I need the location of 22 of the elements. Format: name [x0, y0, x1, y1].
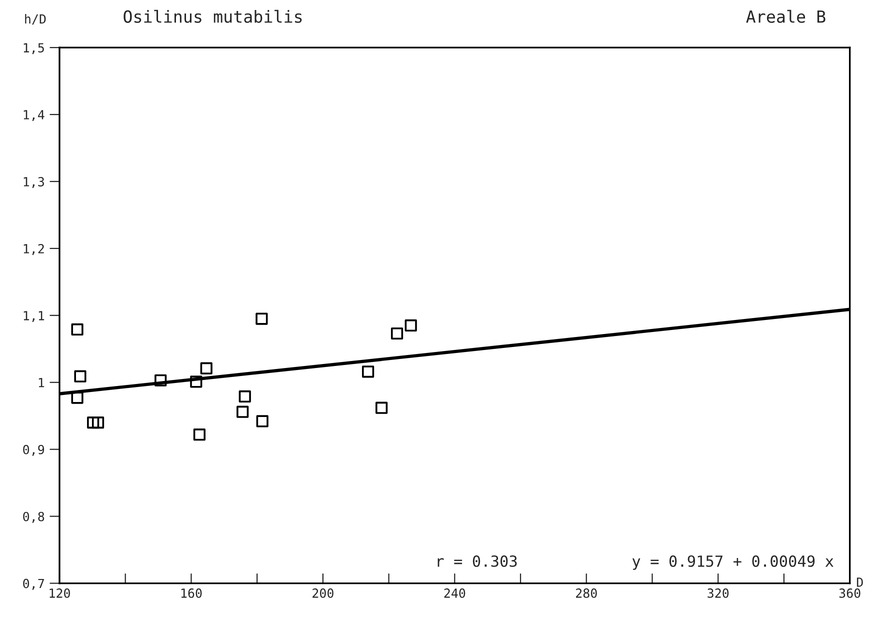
- y-axis-title: h/D: [25, 14, 46, 25]
- y-tick-label: 1,2: [24, 244, 44, 255]
- x-tick-label: 160: [181, 588, 202, 598]
- x-tick-label: 240: [444, 588, 466, 598]
- x-tick-label: 280: [576, 588, 597, 598]
- x-tick-label: 120: [50, 588, 70, 598]
- y-tick-label: 1,1: [24, 311, 44, 322]
- x-tick-label: 320: [708, 588, 729, 598]
- x-tick-label: 360: [839, 588, 860, 598]
- annotation: r = 0.303: [438, 555, 517, 567]
- annotation: y = 0.9157 + 0.00049 x: [632, 555, 834, 570]
- chart-subtitle: Areale B: [746, 10, 826, 23]
- y-tick-label: 0,7: [23, 578, 44, 590]
- y-tick-label: 0,8: [23, 512, 44, 523]
- x-tick-label: 200: [312, 588, 334, 598]
- y-tick-label: 1,3: [24, 176, 44, 188]
- y-tick-label: 0,9: [23, 444, 44, 456]
- y-tick-label: 1: [38, 378, 44, 388]
- y-tick-label: 1,5: [24, 43, 44, 54]
- x-axis-title: D: [856, 578, 863, 587]
- chart-title: Osilinus mutabilis: [124, 10, 302, 23]
- y-tick-label: 1,4: [24, 110, 44, 122]
